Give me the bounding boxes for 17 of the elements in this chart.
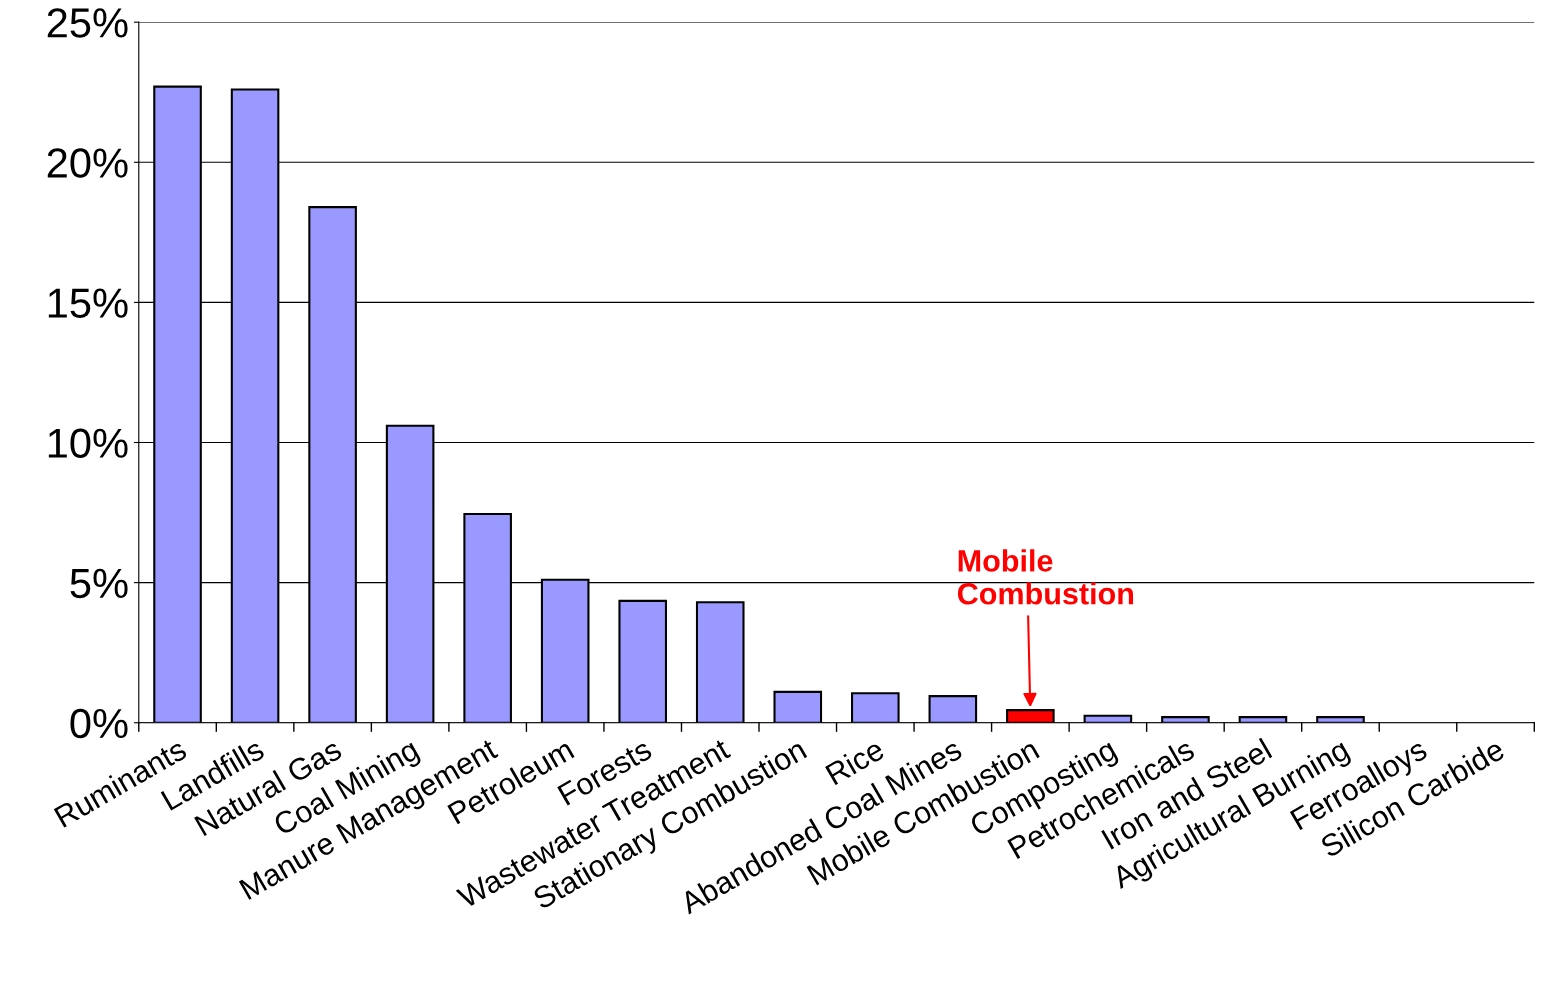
bar bbox=[618, 599, 668, 723]
y-tick-label: 10% bbox=[48, 428, 128, 459]
bar bbox=[1238, 716, 1288, 723]
x-tick-label: Rice bbox=[824, 737, 886, 786]
annotation: Mobile Combustion bbox=[957, 549, 1134, 605]
y-tick-label: 25% bbox=[47, 8, 128, 38]
y-tick-label: 20% bbox=[47, 148, 128, 178]
bar bbox=[773, 690, 823, 723]
bar bbox=[1161, 716, 1210, 723]
bar bbox=[695, 601, 745, 723]
y-tick-label: 5% bbox=[70, 568, 128, 599]
y-tick-label: 0% bbox=[70, 708, 128, 739]
y-tick-label: 15% bbox=[48, 288, 128, 318]
bar bbox=[851, 692, 900, 723]
bar bbox=[1006, 709, 1055, 723]
bar bbox=[928, 695, 978, 723]
bar bbox=[1316, 716, 1365, 723]
